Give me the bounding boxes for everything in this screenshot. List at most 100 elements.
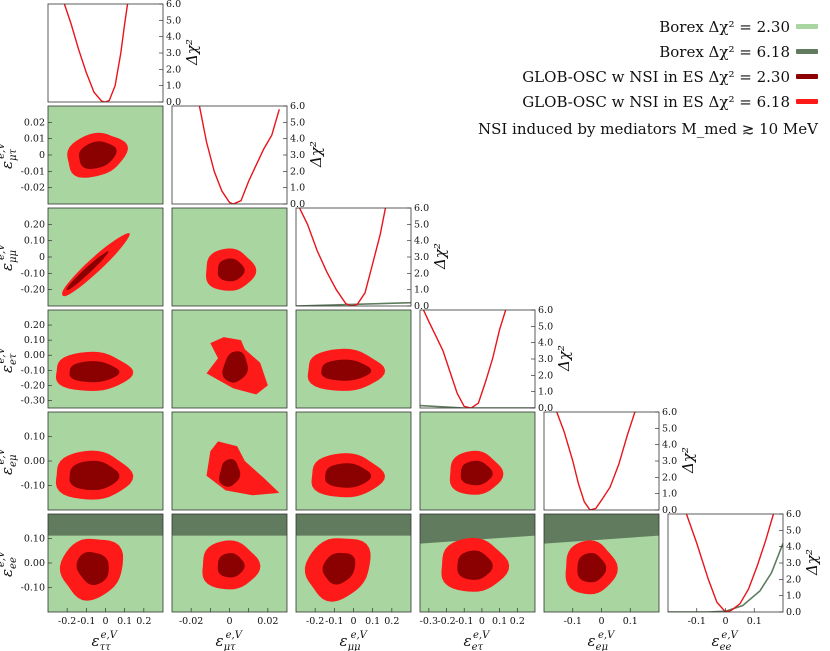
chi2-tick-label: 0.0 <box>166 97 181 108</box>
panel-2-5 <box>296 514 411 612</box>
chi2-tick-label: 2.0 <box>414 268 429 279</box>
panel-bg <box>296 208 411 306</box>
chi2-tick-label: 1.0 <box>166 81 181 92</box>
y-tick-label: 0.01 <box>24 134 45 145</box>
chi2-tick-label: 3.0 <box>290 150 305 161</box>
chi2-axis-label: Δχ² <box>431 243 449 270</box>
panel-0-3 <box>48 310 163 408</box>
chi2-tick-label: 1.0 <box>538 387 553 398</box>
y-axis-label: εeμe,V <box>0 446 19 475</box>
panel-1-3 <box>172 310 287 408</box>
chi2-tick-label: 3.0 <box>786 558 801 569</box>
legend-item-glob-618: GLOB-OSC w NSI in ES Δχ² = 6.18 <box>478 89 818 114</box>
chi2-tick-label: 2.0 <box>786 574 801 585</box>
x-tick-label: 0 <box>226 616 232 627</box>
borex-618-region <box>48 514 163 536</box>
x-tick-label: -0.1 <box>688 616 706 627</box>
legend-note: NSI induced by mediators M_med ≳ 10 MeV <box>477 120 818 138</box>
chi2-tick-label: 5.0 <box>662 423 677 434</box>
glob-profile-line <box>298 208 387 306</box>
y-tick-label: 0.00 <box>24 350 45 361</box>
x-tick-label: 0.1 <box>117 616 132 627</box>
borex-profile-line <box>668 543 783 612</box>
y-axis-label: εμτe,V <box>0 141 19 169</box>
x-tick-label: 0 <box>722 616 728 627</box>
borex-profile-line <box>296 301 411 306</box>
chi2-tick-label: 0.0 <box>786 607 801 618</box>
glob-230-region <box>460 460 493 486</box>
glob-230-region <box>457 550 493 580</box>
glob-230-region <box>79 141 117 169</box>
panel-frame <box>171 207 288 307</box>
x-axis-label: εeτe,V <box>464 630 492 651</box>
panel-bg <box>544 412 659 510</box>
legend-item-borex-230: Borex Δχ² = 2.30 <box>478 14 818 39</box>
legend-item-glob-230: GLOB-OSC w NSI in ES Δχ² = 2.30 <box>478 64 818 89</box>
chi2-tick-label: 6.0 <box>662 407 677 418</box>
x-axis-label: εeμe,V <box>588 630 617 651</box>
y-tick-label: -0.01 <box>21 166 45 177</box>
panel-frame <box>171 309 288 409</box>
x-tick-label: -0.02 <box>179 616 203 627</box>
chi2-tick-label: 1.0 <box>290 183 305 194</box>
y-tick-label: -0.20 <box>21 285 45 296</box>
chi2-tick-label: 6.0 <box>166 0 181 10</box>
x-tick-label: 0 <box>350 616 356 627</box>
panel-3-3 <box>420 310 535 408</box>
panel-5-5 <box>668 514 783 612</box>
legend-swatch-icon <box>796 49 818 54</box>
y-tick-label: 0.10 <box>24 534 45 545</box>
borex-618-region <box>296 514 411 536</box>
chi2-tick-label: 1.0 <box>786 591 801 602</box>
panel-1-2 <box>172 208 287 306</box>
chi2-tick-label: 4.0 <box>166 32 181 43</box>
panel-1-4 <box>172 412 287 510</box>
x-tick-label: 0.2 <box>384 616 399 627</box>
chi2-tick-label: 0.0 <box>662 505 677 516</box>
chi2-tick-label: 5.0 <box>538 321 553 332</box>
panel-2-4 <box>296 412 411 510</box>
chi2-tick-label: 6.0 <box>414 203 429 214</box>
chi2-tick-label: 4.0 <box>538 338 553 349</box>
chi2-tick-label: 1.0 <box>662 489 677 500</box>
chi2-tick-label: 4.0 <box>786 542 801 553</box>
y-tick-label: 0.20 <box>24 320 45 331</box>
panel-3-4 <box>420 412 535 510</box>
x-tick-label: -0.3 <box>420 616 438 627</box>
glob-profile-line <box>198 106 280 204</box>
panel-3-5 <box>420 514 535 612</box>
chi2-tick-label: 1.0 <box>414 285 429 296</box>
chi2-tick-label: 3.0 <box>414 252 429 263</box>
panel-frame <box>419 411 536 511</box>
y-tick-label: 0.10 <box>24 236 45 247</box>
legend-label: Borex Δχ² = 6.18 <box>659 42 790 61</box>
chi2-tick-label: 4.0 <box>414 236 429 247</box>
chi2-tick-label: 5.0 <box>414 219 429 230</box>
x-tick-label: -0.1 <box>325 616 343 627</box>
x-tick-label: -0.2 <box>306 616 324 627</box>
x-tick-label: 0.1 <box>365 616 380 627</box>
borex-618-region <box>420 514 535 544</box>
y-tick-label: -0.10 <box>21 365 45 376</box>
panel-bg <box>172 106 287 204</box>
borex-profile-line <box>420 404 535 408</box>
chi2-tick-label: 3.0 <box>166 48 181 59</box>
chi2-tick-label: 4.0 <box>290 134 305 145</box>
glob-230-region <box>222 351 248 383</box>
y-tick-label: 0.10 <box>24 335 45 346</box>
x-tick-label: 0.1 <box>492 616 507 627</box>
chi2-axis-label: Δχ² <box>307 141 325 168</box>
y-tick-label: 0.00 <box>24 558 45 569</box>
panel-frame <box>47 309 164 409</box>
panel-bg <box>420 310 535 408</box>
x-axis-label: εττe,V <box>92 630 119 651</box>
y-tick-label: -0.30 <box>21 395 45 406</box>
x-axis-label: εμτe,V <box>216 630 244 651</box>
glob-230-region <box>76 552 109 586</box>
glob-230-region <box>322 552 356 585</box>
chi2-tick-label: 5.0 <box>166 15 181 26</box>
panel-frame <box>419 513 536 613</box>
x-tick-label: 0.2 <box>136 616 151 627</box>
chi2-tick-label: 2.0 <box>166 64 181 75</box>
